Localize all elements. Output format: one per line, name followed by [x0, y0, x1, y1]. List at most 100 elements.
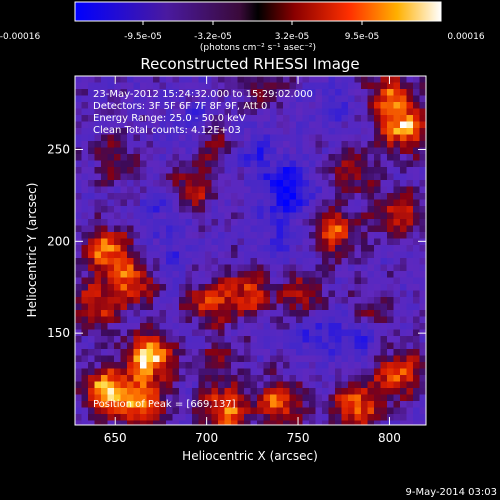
heatmap-cell: [237, 297, 245, 304]
heatmap-cell: [354, 336, 362, 343]
heatmap-cell: [172, 329, 180, 337]
heatmap-cell: [192, 121, 199, 129]
heatmap-cell: [400, 388, 407, 395]
heatmap-cell: [81, 245, 89, 252]
heatmap-cell: [348, 232, 355, 239]
heatmap-cell: [198, 95, 206, 103]
heatmap-cell: [315, 212, 323, 220]
heatmap-cell: [309, 342, 316, 350]
heatmap-cell: [361, 329, 368, 337]
heatmap-cell: [224, 219, 232, 226]
heatmap-cell: [114, 193, 121, 200]
heatmap-cell: [172, 297, 180, 304]
heatmap-cell: [335, 381, 342, 389]
heatmap-cell: [224, 180, 232, 187]
heatmap-cell: [263, 407, 271, 415]
heatmap-cell: [101, 232, 108, 239]
heatmap-cell: [315, 193, 323, 200]
heatmap-cell: [270, 336, 277, 343]
heatmap-cell: [263, 355, 271, 363]
heatmap-cell: [172, 89, 180, 96]
heatmap-cell: [406, 193, 414, 200]
heatmap-cell: [101, 160, 108, 168]
heatmap-cell: [322, 238, 329, 246]
heatmap-cell: [211, 134, 219, 142]
heatmap-cell: [211, 141, 219, 148]
heatmap-cell: [81, 284, 89, 291]
heatmap-cell: [218, 277, 225, 285]
heatmap-cell: [354, 349, 362, 356]
heatmap-cell: [328, 349, 336, 356]
heatmap-cell: [81, 238, 89, 246]
heatmap-cell: [302, 147, 310, 155]
heatmap-cell: [380, 193, 388, 200]
heatmap-cell: [224, 160, 232, 168]
heatmap-cell: [120, 212, 128, 220]
heatmap-cell: [309, 388, 316, 395]
heatmap-cell: [263, 368, 271, 376]
heatmap-cell: [302, 193, 310, 200]
heatmap-cell: [296, 115, 303, 122]
heatmap-cell: [224, 388, 232, 395]
heatmap-cell: [309, 362, 316, 369]
heatmap-cell: [140, 238, 147, 246]
heatmap-cell: [211, 180, 219, 187]
heatmap-cell: [198, 102, 206, 109]
heatmap-cell: [354, 199, 362, 207]
heatmap-cell: [172, 108, 180, 116]
heatmap-cell: [94, 76, 102, 83]
heatmap-cell: [127, 108, 134, 116]
heatmap-cell: [244, 108, 251, 116]
heatmap-cell: [179, 388, 186, 395]
heatmap-cell: [406, 414, 414, 421]
heatmap-cell: [387, 420, 394, 425]
heatmap-cell: [380, 297, 388, 304]
heatmap-cell: [400, 206, 407, 213]
heatmap-cell: [322, 199, 329, 207]
heatmap-cell: [172, 154, 180, 161]
heatmap-cell: [75, 121, 82, 129]
heatmap-cell: [192, 329, 199, 337]
heatmap-cell: [393, 264, 401, 272]
heatmap-cell: [348, 388, 355, 395]
heatmap-cell: [81, 375, 89, 382]
heatmap-cell: [153, 420, 160, 425]
heatmap-cell: [309, 407, 316, 415]
heatmap-cell: [263, 206, 271, 213]
heatmap-cell: [367, 355, 375, 363]
heatmap-cell: [224, 186, 232, 194]
heatmap-cell: [354, 303, 362, 311]
heatmap-cell: [166, 199, 173, 207]
heatmap-cell: [192, 381, 199, 389]
heatmap-cell: [322, 264, 329, 272]
heatmap-cell: [88, 219, 95, 226]
heatmap-cell: [361, 167, 368, 174]
heatmap-cell: [192, 362, 199, 369]
heatmap-cell: [250, 401, 258, 408]
heatmap-cell: [120, 102, 128, 109]
heatmap-cell: [367, 284, 375, 291]
heatmap-cell: [224, 258, 232, 265]
heatmap-cell: [140, 381, 147, 389]
heatmap-cell: [107, 368, 115, 376]
heatmap-cell: [387, 173, 394, 181]
heatmap-cell: [120, 349, 128, 356]
heatmap-cell: [159, 245, 167, 252]
heatmap-cell: [101, 394, 108, 402]
heatmap-cell: [276, 329, 284, 337]
heatmap-cell: [341, 102, 349, 109]
heatmap-cell: [146, 154, 154, 161]
heatmap-cell: [354, 342, 362, 350]
heatmap-cell: [276, 381, 284, 389]
heatmap-cell: [166, 219, 173, 226]
heatmap-cell: [231, 323, 238, 330]
heatmap-cell: [322, 368, 329, 376]
heatmap-cell: [354, 316, 362, 324]
heatmap-cell: [81, 394, 89, 402]
heatmap-cell: [419, 316, 426, 324]
heatmap-cell: [354, 206, 362, 213]
heatmap-cell: [367, 128, 375, 135]
heatmap-cell: [205, 251, 212, 259]
heatmap-cell: [159, 82, 167, 90]
heatmap-cell: [387, 82, 394, 90]
